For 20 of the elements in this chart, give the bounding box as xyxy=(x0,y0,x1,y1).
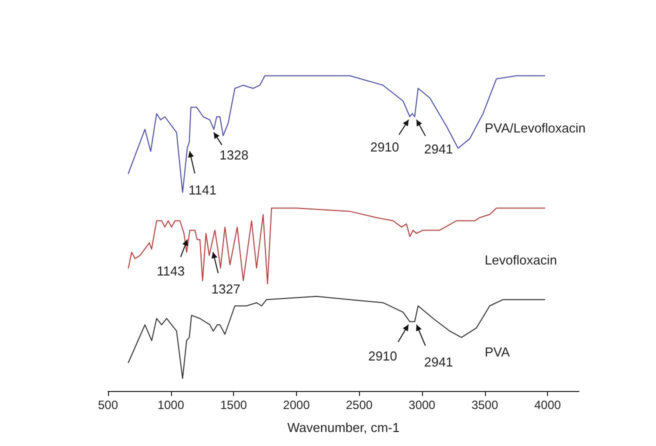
x-tick-label: 4000 xyxy=(534,398,562,412)
series-label: PVA/Levofloxacin xyxy=(484,120,586,136)
annotation: 1327 xyxy=(211,282,240,297)
annotation: 1141 xyxy=(188,182,216,198)
x-tick-label: 1000 xyxy=(157,398,184,412)
x-tick-label: 3500 xyxy=(471,398,498,412)
x-tick-label: 500 xyxy=(98,398,118,412)
series-label: PVA xyxy=(484,344,510,360)
x-axis-title: Wavenumber, cm-1 xyxy=(287,420,400,435)
annotation: 1328 xyxy=(220,148,248,163)
annotation: 2910 xyxy=(370,139,400,154)
x-tick-label: 1500 xyxy=(220,398,248,412)
annotation: 2941 xyxy=(424,354,454,370)
text: Levofloxacin xyxy=(484,252,557,268)
annotation: 2941 xyxy=(424,141,454,156)
x-tick-label: 2000 xyxy=(283,398,310,412)
x-tick-label: 3000 xyxy=(408,398,436,412)
annotation: 1143 xyxy=(156,263,185,278)
annotation: 2910 xyxy=(368,348,398,364)
x-tick-label: 2500 xyxy=(346,398,373,412)
